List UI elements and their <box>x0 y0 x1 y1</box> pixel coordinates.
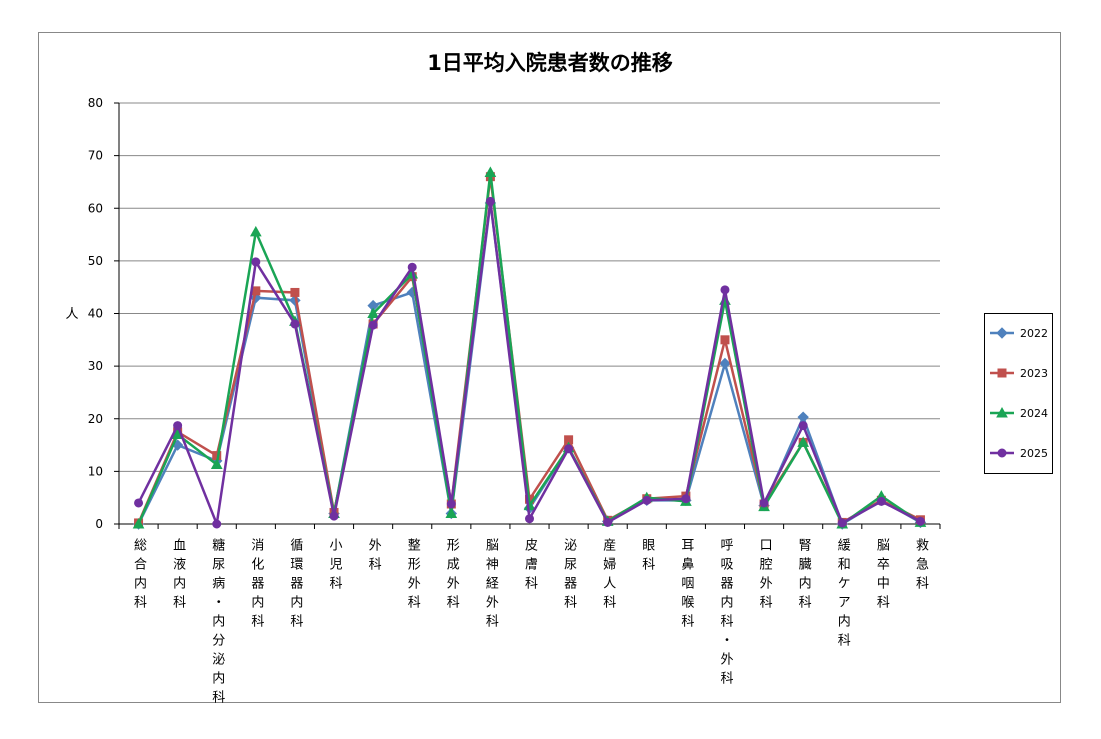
legend-label: 2023 <box>1020 367 1048 380</box>
data-point <box>445 507 458 518</box>
data-point <box>876 496 886 506</box>
legend-label: 2025 <box>1020 447 1048 460</box>
data-point <box>564 444 574 454</box>
data-point <box>367 307 379 318</box>
x-tick-label: 形成外科 <box>444 538 460 614</box>
y-tick-label: 70 <box>88 149 103 163</box>
y-tick-label: 10 <box>88 464 103 478</box>
x-tick-label: 糖尿病・内分泌内科 <box>209 537 225 709</box>
x-tick-label: 整形外科 <box>405 538 421 614</box>
data-point <box>681 494 691 504</box>
data-point <box>525 514 534 524</box>
data-point <box>603 517 613 527</box>
data-point <box>485 196 495 206</box>
x-tick-label: 脳卒中科 <box>874 538 890 614</box>
data-point <box>915 516 925 526</box>
x-tick-label: 血液内科 <box>170 538 186 614</box>
data-point <box>329 511 339 521</box>
data-point <box>720 335 730 345</box>
data-point <box>720 285 730 295</box>
data-point <box>132 517 145 529</box>
data-point <box>134 498 144 508</box>
legend-marker <box>996 327 1008 339</box>
legend-marker <box>997 448 1007 458</box>
y-axis-label: 人 <box>65 307 78 322</box>
y-tick-label: 60 <box>88 201 103 215</box>
x-tick-label: 産婦人科 <box>600 537 616 614</box>
y-tick-label: 80 <box>88 96 103 110</box>
data-point <box>249 225 262 237</box>
x-tick-label: 小児科 <box>327 538 343 595</box>
data-point <box>290 287 300 297</box>
x-tick-label: 外科 <box>366 538 382 576</box>
x-tick-label: 泌尿器科 <box>561 538 577 614</box>
x-tick-label: 眼科 <box>639 538 655 576</box>
data-point <box>368 320 378 330</box>
data-point <box>719 357 731 370</box>
data-point <box>484 166 497 177</box>
data-point <box>446 499 456 509</box>
x-tick-label: 循環器内科 <box>287 538 303 633</box>
x-tick-label: 救急科 <box>913 537 929 595</box>
legend-marker <box>997 368 1007 378</box>
x-tick-label: 口腔外科 <box>757 538 773 614</box>
data-point <box>798 421 808 431</box>
x-tick-label: 呼吸器内科・外科 <box>717 538 733 690</box>
data-point <box>210 458 223 470</box>
data-point <box>797 436 810 447</box>
x-tick-label: 耳鼻咽喉科 <box>678 538 694 633</box>
x-tick-label: 皮膚科 <box>522 538 538 595</box>
x-tick-label: 脳神経外科 <box>483 538 499 633</box>
y-tick-label: 0 <box>95 517 103 531</box>
data-point <box>251 257 261 267</box>
legend-marker <box>996 406 1008 418</box>
y-tick-label: 30 <box>88 359 103 373</box>
chart-title: 1日平均入院患者数の推移 <box>427 51 673 75</box>
y-tick-label: 40 <box>88 307 103 321</box>
data-point <box>173 421 183 431</box>
x-tick-label: 緩和ケア内科 <box>835 538 851 652</box>
data-point <box>407 262 417 272</box>
data-point <box>212 519 222 529</box>
y-tick-label: 50 <box>88 254 103 268</box>
data-point <box>837 518 847 528</box>
data-point <box>290 319 300 329</box>
x-tick-label: 消化器内科 <box>248 538 263 633</box>
legend-label: 2022 <box>1020 327 1048 340</box>
data-point <box>642 495 652 505</box>
data-point <box>759 498 769 508</box>
x-tick-label: 総合内科 <box>131 538 147 614</box>
legend <box>984 313 1053 474</box>
y-tick-label: 20 <box>88 412 103 426</box>
x-tick-label: 腎臓内科 <box>796 538 812 614</box>
legend-label: 2024 <box>1020 407 1048 420</box>
chart-border <box>38 32 1061 703</box>
